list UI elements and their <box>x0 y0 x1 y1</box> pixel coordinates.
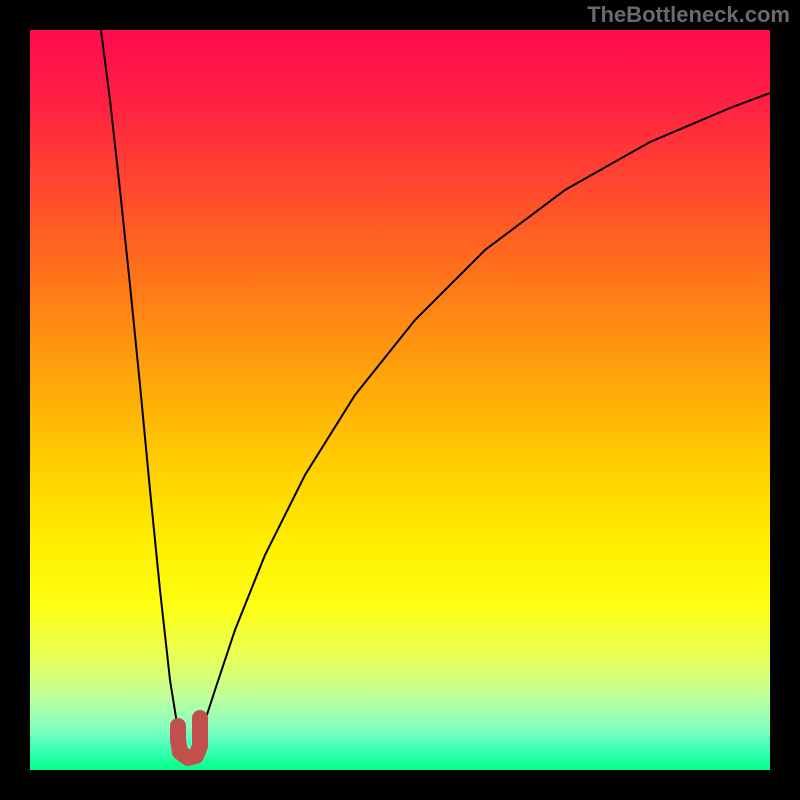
plot-area <box>30 30 770 770</box>
watermark-text: TheBottleneck.com <box>587 2 790 28</box>
plot-svg <box>30 30 770 770</box>
chart-container: TheBottleneck.com <box>0 0 800 800</box>
